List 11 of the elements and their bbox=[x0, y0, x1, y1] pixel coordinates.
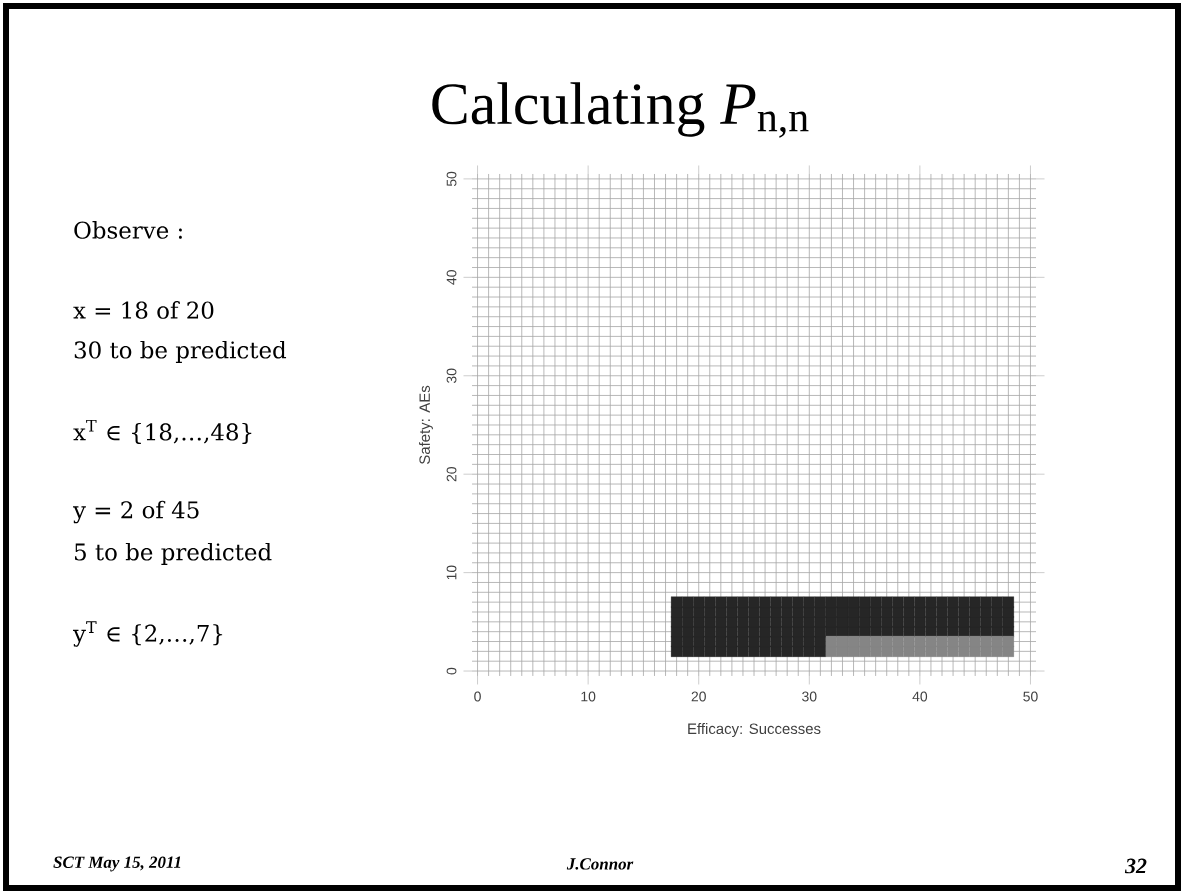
text: y = 2 of 45 bbox=[72, 500, 199, 524]
text: SCT May 15, 2011 bbox=[53, 856, 181, 872]
text: 30 to be predicted bbox=[74, 340, 287, 364]
text: x = 18 of 20 bbox=[73, 301, 214, 319]
text: J.Connor bbox=[566, 858, 634, 870]
text: 5 to be predicted bbox=[74, 542, 272, 566]
text: x$^{T}$ ∈ {18,…,48} bbox=[73, 419, 252, 445]
chart-title: Calculating P$_{n,n}$ bbox=[432, 82, 809, 138]
text: 32 bbox=[1124, 858, 1147, 874]
text: y$^{T}$ ∈ {2,…,7} bbox=[72, 621, 223, 647]
text: Observe : bbox=[74, 221, 182, 239]
